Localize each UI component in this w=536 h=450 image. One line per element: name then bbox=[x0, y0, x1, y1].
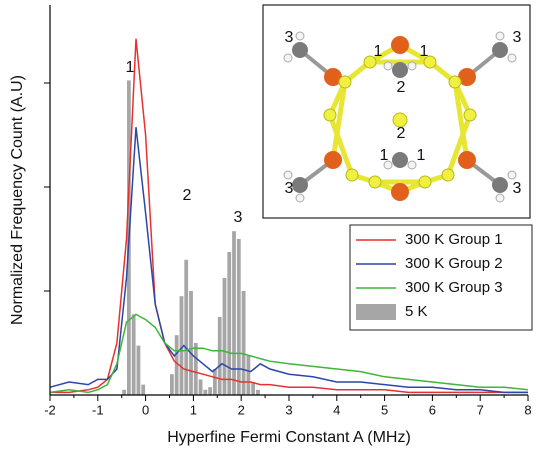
x-tick-label: -1 bbox=[92, 402, 104, 417]
legend-label: 300 K Group 1 bbox=[405, 231, 503, 248]
histogram-bar bbox=[241, 291, 246, 395]
x-axis-label: Hyperfine Fermi Constant A (MHz) bbox=[167, 429, 411, 446]
legend-swatch bbox=[356, 304, 396, 320]
x-tick-label: 0 bbox=[142, 402, 149, 417]
histogram-bar bbox=[174, 335, 179, 395]
histogram-bar bbox=[122, 389, 126, 395]
histogram-bar bbox=[179, 296, 184, 395]
atom-label: 1 bbox=[420, 43, 429, 60]
plot-area bbox=[49, 38, 529, 396]
series-line bbox=[49, 313, 529, 394]
histogram-bar bbox=[136, 345, 141, 395]
x-tick-label: 5 bbox=[381, 402, 388, 417]
histogram-bar bbox=[227, 252, 232, 395]
histogram-bar bbox=[184, 259, 189, 395]
atom-label: 3 bbox=[285, 29, 294, 46]
legend-label: 300 K Group 3 bbox=[405, 279, 503, 296]
atom-label: 1 bbox=[380, 147, 389, 164]
atom-label: 3 bbox=[513, 180, 522, 197]
peak-label: 1 bbox=[126, 59, 135, 76]
histogram-bar bbox=[256, 389, 260, 395]
histogram-bar bbox=[198, 379, 203, 395]
orange-atoms bbox=[324, 36, 476, 201]
x-tick-label: 6 bbox=[429, 402, 436, 417]
atom-label: 3 bbox=[513, 29, 522, 46]
hydrogen-atoms bbox=[283, 31, 517, 203]
series-line bbox=[49, 127, 528, 394]
yellow-atoms bbox=[323, 55, 477, 189]
atom-label: 1 bbox=[374, 43, 383, 60]
histogram-bar bbox=[131, 314, 136, 395]
histogram-bar bbox=[208, 387, 213, 395]
atom-label: 3 bbox=[285, 180, 294, 197]
atom-label: 2 bbox=[397, 125, 406, 142]
histogram-bar bbox=[170, 374, 174, 395]
histogram-bar bbox=[213, 369, 217, 395]
series-line bbox=[50, 38, 528, 394]
histogram-bar bbox=[141, 384, 146, 395]
x-tick-label: 3 bbox=[285, 402, 292, 417]
histogram-bar bbox=[217, 317, 222, 395]
histogram-bar bbox=[251, 382, 256, 395]
histogram-bar bbox=[203, 389, 208, 395]
legend-label: 300 K Group 2 bbox=[405, 255, 503, 272]
histogram-bar bbox=[222, 278, 227, 395]
atom-label: 2 bbox=[397, 79, 406, 96]
x-tick-label: 7 bbox=[477, 402, 484, 417]
histogram-bar bbox=[193, 343, 198, 395]
x-tick-label: 8 bbox=[524, 402, 531, 417]
histogram-bar bbox=[189, 291, 193, 395]
y-axis-label: Normalized Frequency Count (A.U) bbox=[9, 75, 26, 325]
peak-label: 2 bbox=[183, 187, 192, 204]
histogram-bar bbox=[232, 231, 236, 395]
x-tick-label: 1 bbox=[190, 402, 197, 417]
x-tick-label: -2 bbox=[44, 402, 56, 417]
x-tick-label: 2 bbox=[238, 402, 245, 417]
atom-label: 1 bbox=[417, 147, 426, 164]
carbon-atoms bbox=[292, 42, 508, 193]
histogram-bar bbox=[236, 239, 241, 395]
histogram-bar bbox=[246, 356, 251, 395]
x-tick-label: 4 bbox=[333, 402, 340, 417]
legend-label: 5 K bbox=[405, 303, 428, 320]
peak-label: 3 bbox=[234, 209, 243, 226]
